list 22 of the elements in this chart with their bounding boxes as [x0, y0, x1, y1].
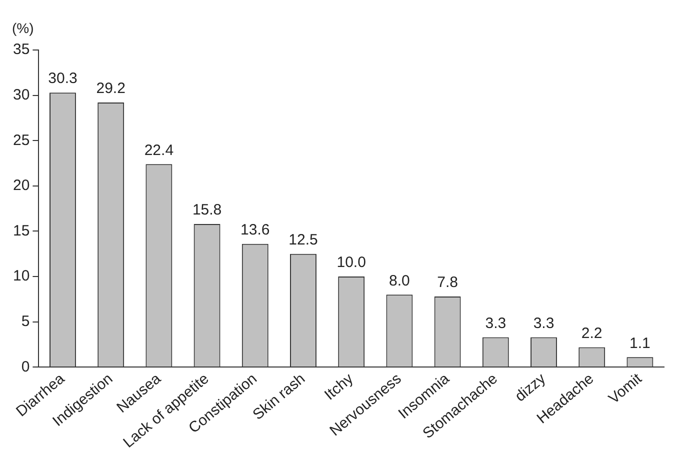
data-label: 15.8 [192, 202, 222, 219]
data-label: 1.1 [630, 334, 650, 352]
data-label: 22.4 [144, 142, 174, 159]
data-label: 13.6 [240, 222, 270, 239]
y-tick-label: 30 [12, 86, 30, 104]
y-tick-label: 15 [12, 222, 30, 240]
y-tick-label: 10 [12, 268, 30, 285]
data-label: 3.3 [485, 314, 506, 332]
data-label: 7.8 [437, 274, 458, 292]
data-label: 10.0 [336, 254, 366, 272]
y-tick-label: 35 [12, 41, 30, 58]
data-label: 29.2 [96, 80, 126, 98]
data-label: 2.2 [581, 324, 602, 342]
data-label: 3.3 [533, 314, 554, 332]
data-label: 12.5 [288, 232, 318, 249]
data-label: 8.0 [389, 272, 410, 290]
y-tick-label: 25 [12, 132, 30, 149]
y-axis-title: (%) [12, 20, 34, 36]
data-label: 30.3 [48, 70, 78, 88]
y-tick-label: 5 [21, 312, 30, 330]
y-tick-label: 0 [21, 358, 30, 376]
y-tick-label: 20 [12, 177, 30, 194]
